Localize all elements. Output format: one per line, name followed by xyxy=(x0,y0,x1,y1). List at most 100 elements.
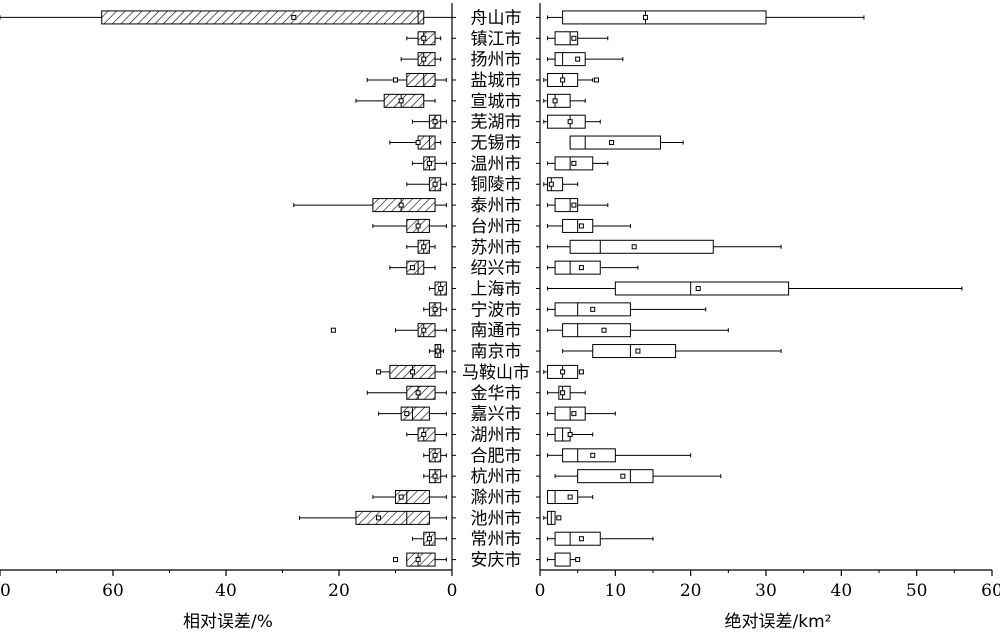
box xyxy=(417,52,436,67)
left-box-10 xyxy=(372,218,447,233)
left-tick-label: 20 xyxy=(328,581,350,601)
mean-marker xyxy=(421,244,427,250)
left-box-4 xyxy=(355,93,436,108)
category-label: 马鞍山市 xyxy=(462,363,530,383)
mean-marker xyxy=(398,202,404,208)
mean-marker xyxy=(578,223,584,229)
mean-marker xyxy=(578,536,584,542)
left-box-12 xyxy=(389,260,436,275)
right-tick-label: 60 xyxy=(981,581,1000,601)
category-label: 湖州市 xyxy=(471,425,522,445)
right-box-18 xyxy=(547,385,586,400)
mean-marker xyxy=(421,327,427,333)
mean-marker xyxy=(552,98,558,104)
box xyxy=(406,552,436,567)
right-box-24 xyxy=(543,510,562,525)
left-box-19 xyxy=(378,406,447,421)
right-tick-label: 30 xyxy=(755,581,777,601)
mean-marker xyxy=(560,77,566,83)
category-label: 杭州市 xyxy=(471,467,522,487)
left-box-23 xyxy=(372,490,447,505)
category-label: 南通市 xyxy=(471,321,522,341)
right-box-6 xyxy=(569,135,684,150)
left-box-5 xyxy=(411,114,447,129)
category-label: 泰州市 xyxy=(471,196,522,216)
left-tick-label: 60 xyxy=(102,581,124,601)
box xyxy=(417,31,436,46)
left-box-20 xyxy=(406,427,447,442)
box xyxy=(614,281,790,296)
left-box-15 xyxy=(330,323,447,338)
mean-marker xyxy=(609,140,615,146)
box xyxy=(554,31,579,46)
box xyxy=(562,10,767,25)
category-label: 盐城市 xyxy=(471,71,522,91)
mean-marker xyxy=(421,431,427,437)
left-box-9 xyxy=(293,198,447,213)
mean-marker xyxy=(631,244,637,250)
category-label: 常州市 xyxy=(471,530,522,550)
box xyxy=(417,135,436,150)
box xyxy=(547,490,579,505)
left-box-11 xyxy=(406,239,436,254)
mean-marker xyxy=(556,515,562,521)
left-tick-label: 40 xyxy=(215,581,237,601)
right-box-11 xyxy=(547,239,782,254)
outlier-marker xyxy=(393,77,398,83)
mean-marker xyxy=(438,286,444,291)
right-tick-label: 20 xyxy=(680,581,702,601)
mean-marker xyxy=(421,35,427,41)
right-box-1 xyxy=(547,31,609,46)
mean-marker xyxy=(398,494,404,500)
category-label: 滁州市 xyxy=(471,488,522,508)
box xyxy=(562,448,616,463)
mean-marker xyxy=(578,265,584,271)
left-box-24 xyxy=(298,510,447,525)
mean-marker xyxy=(560,369,566,375)
box xyxy=(406,72,436,87)
mean-marker xyxy=(432,306,438,312)
outlier-marker xyxy=(330,327,336,333)
right-box-21 xyxy=(547,448,692,463)
left-box-18 xyxy=(366,385,447,400)
right-box-22 xyxy=(554,469,722,484)
mean-marker xyxy=(376,515,382,521)
right-box-12 xyxy=(547,260,639,275)
right-box-17 xyxy=(543,364,584,379)
right-box-19 xyxy=(547,406,616,421)
category-label: 合肥市 xyxy=(471,446,522,466)
mean-marker xyxy=(426,536,432,542)
left-box-1 xyxy=(406,31,442,46)
category-label: 绍兴市 xyxy=(471,259,522,279)
category-label: 金华市 xyxy=(471,384,522,404)
box xyxy=(417,323,436,338)
left-tick-label: 0 xyxy=(447,581,458,601)
right-box-15 xyxy=(547,323,729,338)
box xyxy=(547,114,586,129)
box xyxy=(554,198,579,213)
box xyxy=(569,239,714,254)
category-label: 台州市 xyxy=(471,217,522,237)
mean-marker xyxy=(409,265,415,271)
right-tick-label: 10 xyxy=(605,581,627,601)
right-tick-label: 50 xyxy=(906,581,928,601)
box xyxy=(406,385,436,400)
mean-marker xyxy=(421,56,427,62)
left-box-0 xyxy=(0,10,453,25)
mean-marker xyxy=(432,181,438,187)
mean-marker xyxy=(404,411,410,417)
mean-marker xyxy=(567,119,573,125)
right-box-13 xyxy=(547,281,963,296)
left-box-22 xyxy=(423,469,447,484)
category-label: 扬州市 xyxy=(471,50,522,70)
mean-marker xyxy=(435,348,441,354)
mean-marker xyxy=(635,348,641,354)
left-tick-label: 80 xyxy=(0,581,11,601)
mean-marker xyxy=(695,286,701,291)
right-x-axis-label: 绝对误差/km² xyxy=(725,612,832,632)
outlier-marker xyxy=(393,557,398,563)
mean-marker xyxy=(415,140,421,146)
box xyxy=(400,406,430,421)
box xyxy=(554,260,601,275)
